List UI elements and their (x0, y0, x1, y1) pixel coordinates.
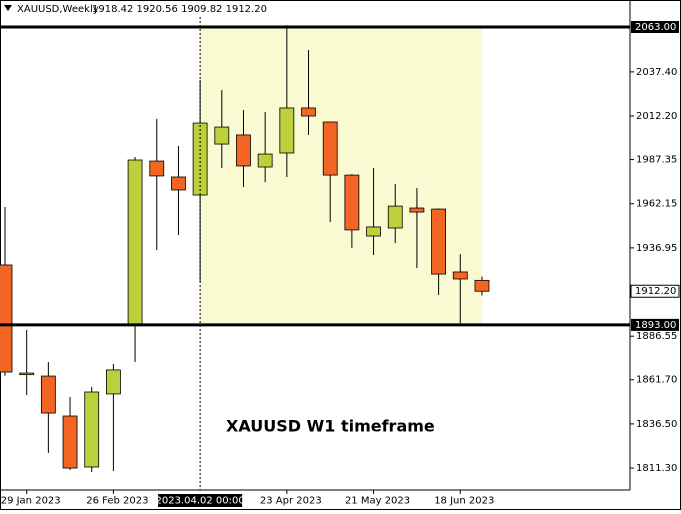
candle-body (236, 134, 251, 167)
crosshair-label: 2023.04.02 00:00 (155, 496, 244, 507)
candle-body (322, 121, 338, 176)
candle-body (387, 205, 403, 229)
hline-label: 2063.00 (635, 22, 676, 33)
candle-body (257, 153, 273, 168)
symbol-label: XAUUSD,Weekly (17, 4, 99, 15)
y-tick-label: 1886.55 (636, 331, 677, 342)
y-tick-label: 1962.15 (636, 199, 677, 210)
hline-label-bg (631, 21, 679, 34)
crosshair-label-bg (158, 494, 243, 507)
candle-body (106, 369, 121, 395)
candle-body (301, 107, 316, 117)
candle-body (431, 208, 447, 275)
ohlc-label: 1918.42 1920.56 1909.82 1912.20 (92, 4, 267, 15)
candle-body (279, 107, 295, 154)
candle-body (171, 176, 186, 191)
candle-body (40, 375, 56, 414)
y-tick-label: 2037.40 (636, 67, 677, 78)
candle-body (19, 372, 35, 376)
candle-body (149, 160, 165, 177)
candle-body (344, 174, 360, 231)
hline-label-bg (631, 318, 679, 331)
candle-body (409, 207, 425, 213)
candle-body (62, 415, 78, 469)
candle-body (0, 264, 13, 373)
plot-area (0, 25, 490, 473)
candle-body (127, 159, 143, 326)
zone (200, 27, 482, 325)
price-marker-label: 1912.20 (635, 286, 676, 297)
x-tick-label: 29 Jan 2023 (1, 496, 61, 507)
candle-body (474, 279, 490, 292)
x-tick-label: 26 Feb 2023 (86, 496, 148, 507)
candle-body (366, 226, 381, 237)
candle-body (84, 391, 100, 468)
y-tick-label: 2012.20 (636, 111, 677, 122)
y-tick-label: 1861.70 (636, 375, 677, 386)
candle-body (452, 271, 468, 280)
annotation: XAUUSD W1 timeframe (226, 417, 435, 436)
y-tick-label: 1836.50 (636, 419, 677, 430)
x-tick-label: 18 Jun 2023 (434, 496, 494, 507)
menu-triangle (4, 5, 12, 11)
candle-body (192, 122, 208, 196)
y-tick-label: 1987.35 (636, 155, 677, 166)
x-tick-label: 21 May 2023 (345, 496, 410, 507)
y-tick-label: 1811.30 (636, 463, 677, 474)
y-tick-label: 1936.95 (636, 243, 677, 254)
hline-label: 1893.00 (635, 320, 676, 331)
candle-body (214, 126, 230, 145)
price-marker-bg (630, 284, 680, 298)
x-tick-label: 23 Apr 2023 (260, 496, 322, 507)
